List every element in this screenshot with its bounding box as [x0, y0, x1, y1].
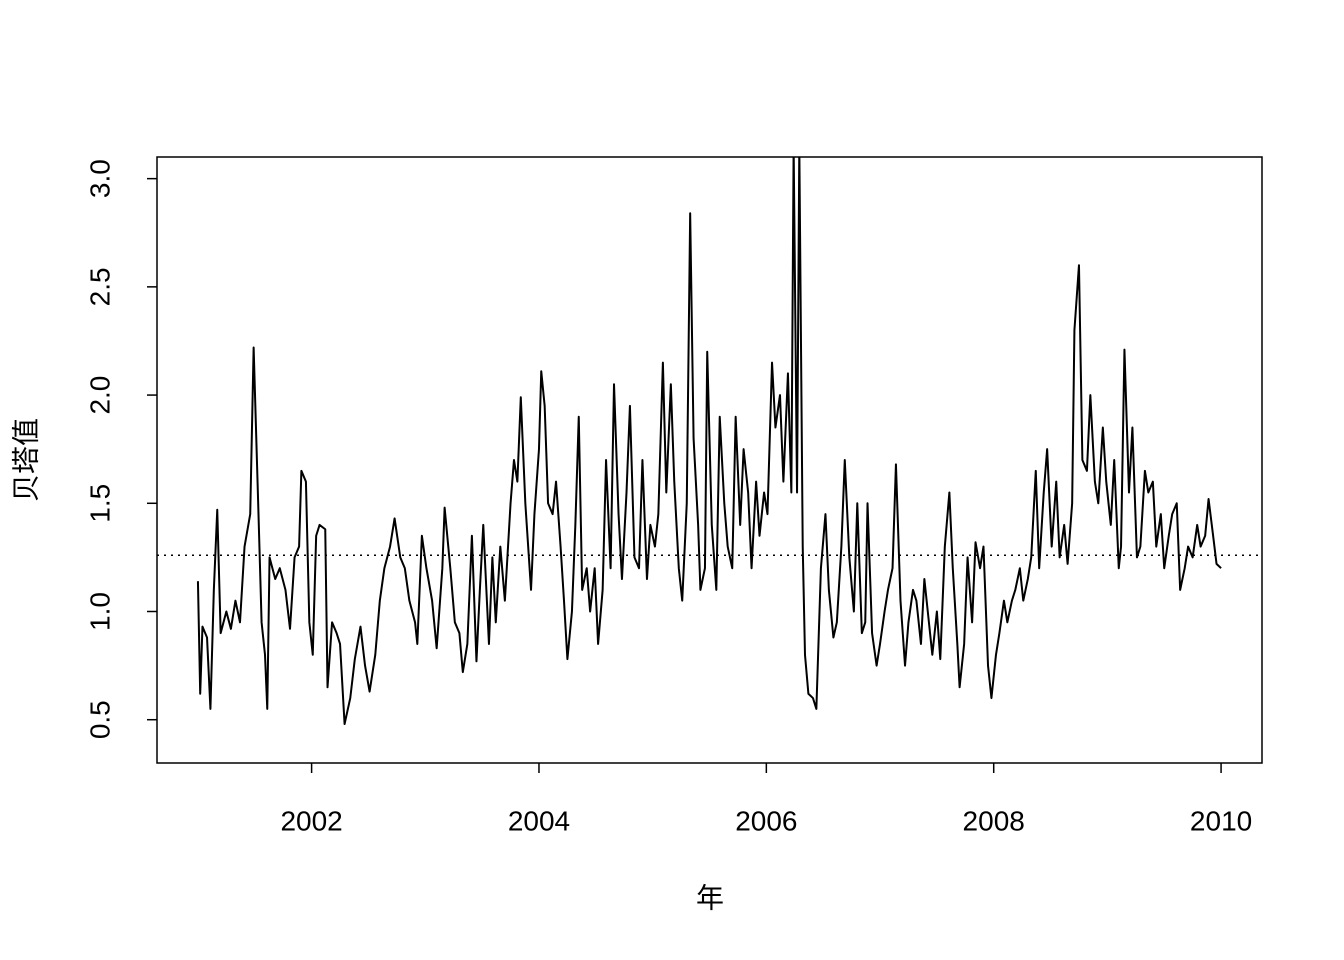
plot-box [156, 156, 1263, 764]
x-tick-label: 2010 [1190, 805, 1252, 836]
y-tick-label: 2.5 [84, 267, 115, 306]
y-tick-label: 1.5 [84, 484, 115, 523]
x-axis-label: 年 [696, 882, 724, 913]
x-tick-label: 2006 [735, 805, 797, 836]
y-tick-label: 0.5 [84, 700, 115, 739]
data-line [196, 157, 1222, 726]
y-tick-label: 2.0 [84, 376, 115, 415]
x-tick-label: 2008 [963, 805, 1025, 836]
y-tick-label: 3.0 [84, 159, 115, 198]
y-tick-label: 1.0 [84, 592, 115, 631]
y-axis-label: 贝塔值 [10, 418, 41, 502]
x-tick-label: 2002 [280, 805, 342, 836]
x-tick-label: 2004 [508, 805, 570, 836]
